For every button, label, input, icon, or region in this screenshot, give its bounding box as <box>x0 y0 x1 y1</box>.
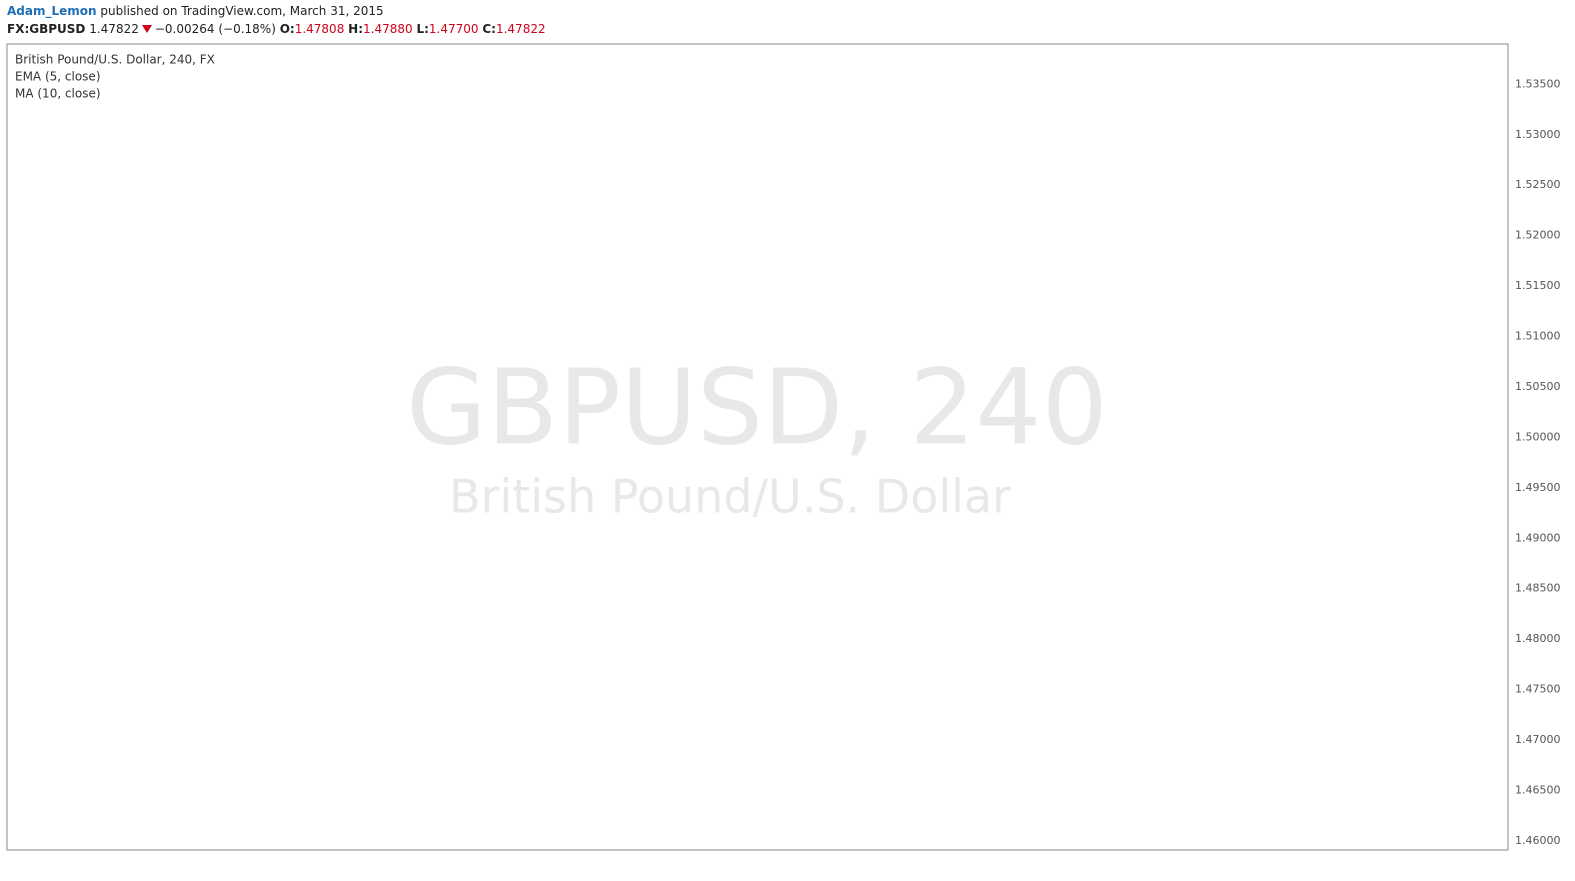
quote-label: L: <box>416 22 429 36</box>
[object Object]: 1.50000 <box>1515 430 1561 443</box>
quote-value: 1.47880 <box>363 22 413 36</box>
[object Object]: 1.53500 <box>1515 77 1561 90</box>
change: −0.00264 (−0.18%) <box>154 22 276 36</box>
quote-value: 1.47822 <box>495 22 546 36</box>
[object Object]: 1.51000 <box>1515 330 1561 343</box>
legend-entry: MA (10, close) <box>15 87 101 101</box>
quote-label: C: <box>482 22 496 36</box>
author[interactable]: Adam_Lemon <box>7 4 97 18</box>
published: published on TradingView.com, March 31, … <box>100 4 384 18</box>
[object Object]: 1.48000 <box>1515 632 1561 645</box>
quote-label: H: <box>348 22 363 36</box>
quote-label: O: <box>279 22 295 36</box>
last: 1.47822 <box>89 22 139 36</box>
quote-value: 1.47808 <box>294 22 345 36</box>
plot-area <box>6 43 1509 851</box>
symbol: FX:GBPUSD <box>7 22 86 36</box>
[object Object]: 1.48500 <box>1515 582 1561 595</box>
[object Object]: 1.47500 <box>1515 683 1561 696</box>
[object Object]: 1.46000 <box>1515 834 1561 847</box>
[object Object]: 1.46500 <box>1515 783 1561 796</box>
[object Object]: 1.47000 <box>1515 733 1561 746</box>
[object Object]: 1.50500 <box>1515 380 1561 393</box>
[object Object]: 1.53000 <box>1515 128 1561 141</box>
down-arrow <box>141 25 152 33</box>
[object Object]: 1.49000 <box>1515 531 1561 544</box>
header: Adam_Lemon published on TradingView.com,… <box>7 2 546 38</box>
legend-entry: EMA (5, close) <box>15 70 101 84</box>
watermark: GBPUSD, 240 <box>406 346 1108 468</box>
[object Object]: 1.51500 <box>1515 279 1561 292</box>
[object Object]: 1.52000 <box>1515 229 1561 242</box>
[object Object]: 1.52500 <box>1515 178 1561 191</box>
[object Object]: 1.49500 <box>1515 481 1561 494</box>
quote-value: 1.47700 <box>428 22 479 36</box>
chart-title: British Pound/U.S. Dollar, 240, FX <box>15 53 215 67</box>
watermark-sub: British Pound/U.S. Dollar <box>449 470 1011 524</box>
